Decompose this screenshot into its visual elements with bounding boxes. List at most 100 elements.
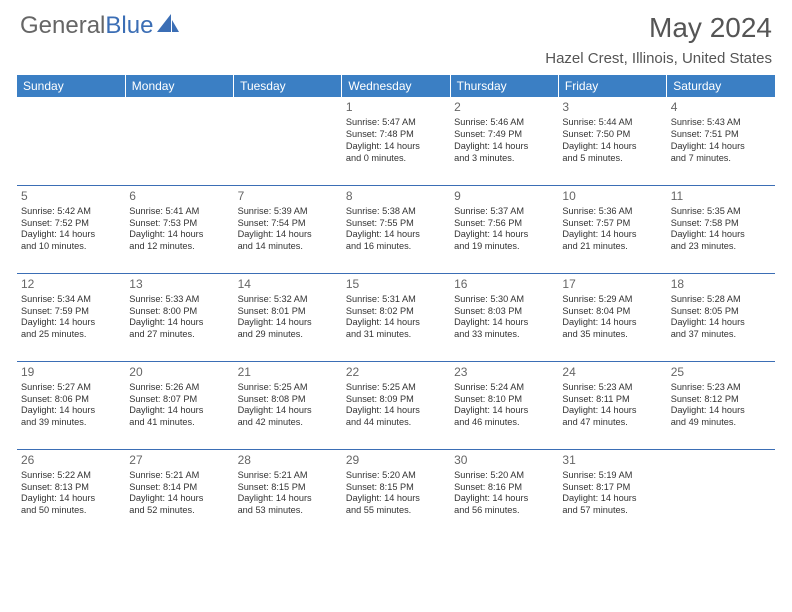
sunset-line: Sunset: 7:49 PM [454, 129, 554, 141]
sunrise-line: Sunrise: 5:47 AM [346, 117, 446, 129]
calendar-table: SundayMondayTuesdayWednesdayThursdayFrid… [17, 75, 775, 537]
day-number: 8 [346, 189, 446, 204]
sunrise-line: Sunrise: 5:34 AM [21, 294, 121, 306]
sunset-line: Sunset: 7:57 PM [562, 218, 662, 230]
sunrise-line: Sunrise: 5:20 AM [454, 470, 554, 482]
calendar-cell: 3Sunrise: 5:44 AMSunset: 7:50 PMDaylight… [558, 97, 666, 185]
daylight-line-2: and 25 minutes. [21, 329, 121, 341]
daylight-line-1: Daylight: 14 hours [129, 405, 229, 417]
calendar-cell [667, 449, 775, 537]
logo-sail-icon [157, 14, 179, 39]
calendar-cell: 8Sunrise: 5:38 AMSunset: 7:55 PMDaylight… [342, 185, 450, 273]
day-number: 27 [129, 453, 229, 468]
day-number: 28 [238, 453, 338, 468]
calendar-cell: 1Sunrise: 5:47 AMSunset: 7:48 PMDaylight… [342, 97, 450, 185]
calendar-cell: 19Sunrise: 5:27 AMSunset: 8:06 PMDayligh… [17, 361, 125, 449]
day-header: Monday [125, 75, 233, 97]
day-number: 10 [562, 189, 662, 204]
day-number: 16 [454, 277, 554, 292]
daylight-line-1: Daylight: 14 hours [238, 405, 338, 417]
daylight-line-2: and 7 minutes. [671, 153, 771, 165]
daylight-line-2: and 14 minutes. [238, 241, 338, 253]
sunset-line: Sunset: 7:50 PM [562, 129, 662, 141]
day-number: 23 [454, 365, 554, 380]
calendar-week-row: 19Sunrise: 5:27 AMSunset: 8:06 PMDayligh… [17, 361, 775, 449]
logo-text-general: General [20, 12, 105, 40]
daylight-line-1: Daylight: 14 hours [21, 317, 121, 329]
day-number: 14 [238, 277, 338, 292]
calendar-cell: 2Sunrise: 5:46 AMSunset: 7:49 PMDaylight… [450, 97, 558, 185]
daylight-line-1: Daylight: 14 hours [346, 317, 446, 329]
daylight-line-1: Daylight: 14 hours [21, 405, 121, 417]
day-number: 18 [671, 277, 771, 292]
daylight-line-1: Daylight: 14 hours [562, 493, 662, 505]
daylight-line-1: Daylight: 14 hours [346, 405, 446, 417]
daylight-line-2: and 0 minutes. [346, 153, 446, 165]
day-number: 5 [21, 189, 121, 204]
sunrise-line: Sunrise: 5:42 AM [21, 206, 121, 218]
sunrise-line: Sunrise: 5:44 AM [562, 117, 662, 129]
daylight-line-1: Daylight: 14 hours [454, 229, 554, 241]
sunset-line: Sunset: 8:03 PM [454, 306, 554, 318]
day-number: 31 [562, 453, 662, 468]
header: GeneralBlue May 2024 Hazel Crest, Illino… [0, 0, 792, 69]
daylight-line-2: and 47 minutes. [562, 417, 662, 429]
calendar-cell: 15Sunrise: 5:31 AMSunset: 8:02 PMDayligh… [342, 273, 450, 361]
calendar-cell [234, 97, 342, 185]
calendar-cell: 20Sunrise: 5:26 AMSunset: 8:07 PMDayligh… [125, 361, 233, 449]
daylight-line-1: Daylight: 14 hours [238, 317, 338, 329]
daylight-line-1: Daylight: 14 hours [21, 229, 121, 241]
daylight-line-2: and 56 minutes. [454, 505, 554, 517]
daylight-line-1: Daylight: 14 hours [346, 229, 446, 241]
calendar-week-row: 5Sunrise: 5:42 AMSunset: 7:52 PMDaylight… [17, 185, 775, 273]
sunset-line: Sunset: 8:13 PM [21, 482, 121, 494]
daylight-line-2: and 53 minutes. [238, 505, 338, 517]
sunset-line: Sunset: 8:04 PM [562, 306, 662, 318]
day-number: 1 [346, 100, 446, 115]
sunrise-line: Sunrise: 5:29 AM [562, 294, 662, 306]
calendar-cell: 29Sunrise: 5:20 AMSunset: 8:15 PMDayligh… [342, 449, 450, 537]
daylight-line-2: and 16 minutes. [346, 241, 446, 253]
sunrise-line: Sunrise: 5:21 AM [238, 470, 338, 482]
calendar-cell: 28Sunrise: 5:21 AMSunset: 8:15 PMDayligh… [234, 449, 342, 537]
calendar-cell: 10Sunrise: 5:36 AMSunset: 7:57 PMDayligh… [558, 185, 666, 273]
sunrise-line: Sunrise: 5:27 AM [21, 382, 121, 394]
calendar-cell: 21Sunrise: 5:25 AMSunset: 8:08 PMDayligh… [234, 361, 342, 449]
daylight-line-1: Daylight: 14 hours [346, 141, 446, 153]
sunrise-line: Sunrise: 5:24 AM [454, 382, 554, 394]
sunrise-line: Sunrise: 5:32 AM [238, 294, 338, 306]
calendar-cell: 4Sunrise: 5:43 AMSunset: 7:51 PMDaylight… [667, 97, 775, 185]
day-number: 24 [562, 365, 662, 380]
daylight-line-1: Daylight: 14 hours [21, 493, 121, 505]
daylight-line-2: and 10 minutes. [21, 241, 121, 253]
sunset-line: Sunset: 8:07 PM [129, 394, 229, 406]
sunset-line: Sunset: 8:14 PM [129, 482, 229, 494]
daylight-line-1: Daylight: 14 hours [454, 317, 554, 329]
calendar-cell: 7Sunrise: 5:39 AMSunset: 7:54 PMDaylight… [234, 185, 342, 273]
sunrise-line: Sunrise: 5:22 AM [21, 470, 121, 482]
daylight-line-1: Daylight: 14 hours [562, 405, 662, 417]
daylight-line-2: and 55 minutes. [346, 505, 446, 517]
calendar-cell: 11Sunrise: 5:35 AMSunset: 7:58 PMDayligh… [667, 185, 775, 273]
calendar-cell: 14Sunrise: 5:32 AMSunset: 8:01 PMDayligh… [234, 273, 342, 361]
calendar-cell: 16Sunrise: 5:30 AMSunset: 8:03 PMDayligh… [450, 273, 558, 361]
sunrise-line: Sunrise: 5:38 AM [346, 206, 446, 218]
sunrise-line: Sunrise: 5:35 AM [671, 206, 771, 218]
day-header: Wednesday [342, 75, 450, 97]
sunrise-line: Sunrise: 5:39 AM [238, 206, 338, 218]
daylight-line-1: Daylight: 14 hours [129, 317, 229, 329]
calendar-week-row: 12Sunrise: 5:34 AMSunset: 7:59 PMDayligh… [17, 273, 775, 361]
calendar-cell: 5 Sunrise: 5:42 AMSunset: 7:52 PMDaylight… [17, 185, 125, 273]
day-header: Tuesday [234, 75, 342, 97]
day-number: 6 [129, 189, 229, 204]
daylight-line-1: Daylight: 14 hours [671, 141, 771, 153]
sunset-line: Sunset: 7:52 PM [21, 218, 121, 230]
sunrise-line: Sunrise: 5:25 AM [346, 382, 446, 394]
daylight-line-1: Daylight: 14 hours [671, 229, 771, 241]
daylight-line-1: Daylight: 14 hours [454, 141, 554, 153]
daylight-line-2: and 52 minutes. [129, 505, 229, 517]
daylight-line-2: and 42 minutes. [238, 417, 338, 429]
sunset-line: Sunset: 8:12 PM [671, 394, 771, 406]
daylight-line-1: Daylight: 14 hours [129, 229, 229, 241]
daylight-line-2: and 27 minutes. [129, 329, 229, 341]
